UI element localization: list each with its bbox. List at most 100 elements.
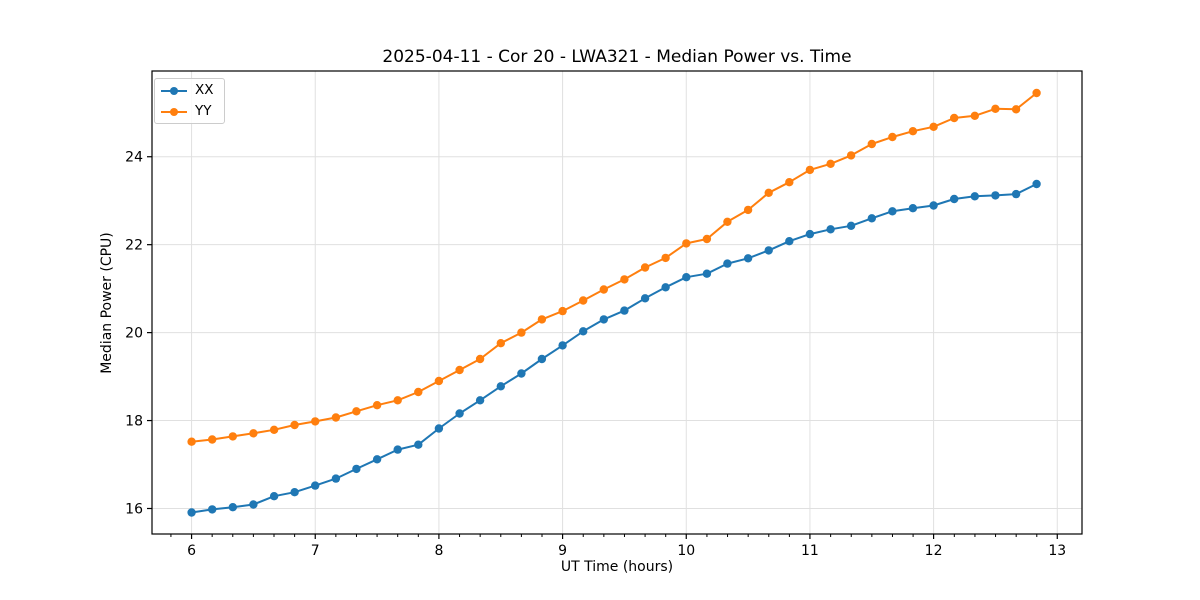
series-xx-marker — [208, 505, 217, 514]
series-xx-marker — [826, 225, 835, 234]
series-yy-marker — [1011, 105, 1021, 114]
series-yy-marker — [743, 205, 753, 215]
series-yy-marker — [764, 188, 773, 197]
series-xx-marker — [682, 273, 691, 282]
series-yy-marker — [517, 328, 526, 337]
series-yy-marker — [290, 420, 299, 430]
series-xx-marker — [187, 508, 196, 517]
series-yy-marker — [682, 239, 691, 248]
series-yy-marker — [331, 413, 341, 422]
series-yy-marker — [950, 113, 959, 123]
series-xx-marker — [579, 327, 588, 336]
series-xx-marker — [331, 474, 341, 483]
legend-label-xx: XX — [195, 82, 214, 98]
y-tick-label: 22 — [125, 238, 143, 254]
series-yy-line — [190, 92, 1038, 443]
legend: XX YY — [154, 78, 225, 124]
series-xx-marker — [661, 283, 670, 292]
y-tick-label: 16 — [125, 501, 143, 517]
series-yy-marker — [475, 354, 485, 364]
y-tick-label: 20 — [125, 326, 143, 342]
series-xx-line — [190, 183, 1038, 514]
x-tick-label: 9 — [558, 543, 567, 559]
series-yy-marker — [888, 132, 897, 142]
plot-border — [151, 70, 1083, 535]
series-yy-marker — [620, 275, 629, 284]
series-yy-marker — [805, 165, 815, 175]
series-yy-marker — [929, 122, 938, 131]
series-xx-marker — [311, 481, 320, 490]
series-yy-marker — [249, 429, 258, 438]
legend-line-marker-icon — [161, 103, 187, 120]
series-xx-marker — [393, 445, 402, 454]
series-xx-marker — [929, 201, 938, 210]
x-tick-label: 13 — [1048, 543, 1066, 559]
series-yy-marker — [785, 178, 794, 187]
series-xx-marker — [455, 409, 464, 418]
y-tick-label: 18 — [125, 414, 143, 430]
series-xx-marker — [1032, 179, 1041, 189]
series-xx-marker — [372, 455, 382, 464]
series-xx-marker — [970, 192, 979, 201]
series-xx-marker — [269, 492, 279, 501]
series-xx-marker — [764, 246, 773, 255]
series-xx-marker — [785, 237, 794, 246]
series-xx-marker — [434, 424, 444, 433]
series-yy-marker — [1032, 88, 1041, 98]
series-yy-marker — [393, 396, 402, 405]
series-xx-marker — [950, 194, 959, 204]
series-xx-marker — [908, 204, 918, 213]
x-axis-label: UT Time (hours) — [560, 559, 674, 575]
series-xx-marker — [228, 503, 237, 512]
series-xx-marker — [867, 214, 876, 223]
series-xx-marker — [743, 254, 753, 263]
series-xx-marker — [620, 306, 629, 315]
series-yy-marker — [187, 437, 196, 446]
series-xx-marker — [290, 488, 299, 497]
x-tick-label: 10 — [677, 543, 695, 559]
series-xx-marker — [991, 191, 1000, 200]
series-yy-marker — [414, 387, 423, 397]
series-yy-marker — [991, 104, 1000, 114]
legend-dot-sample — [170, 107, 178, 116]
series-yy-marker — [723, 217, 732, 226]
series-yy-marker — [599, 285, 608, 294]
series-yy-marker — [826, 159, 835, 168]
series-xx-marker — [846, 221, 856, 230]
series-yy-marker — [208, 435, 217, 444]
x-tick-label: 11 — [801, 543, 819, 559]
series-yy-marker — [352, 407, 361, 416]
series-yy-marker — [908, 127, 918, 136]
series-yy-marker — [558, 306, 567, 316]
series-xx-marker — [723, 259, 732, 268]
series-yy-marker — [867, 139, 876, 149]
x-tick-label: 7 — [311, 543, 320, 559]
series-yy-marker — [434, 376, 444, 386]
series-yy-marker — [269, 425, 279, 434]
series-xx-marker — [352, 464, 361, 474]
legend-line-marker-icon — [161, 82, 187, 99]
series-xx-marker — [558, 341, 567, 350]
series-yy-marker — [311, 417, 320, 426]
legend-entry-yy: YY — [161, 103, 214, 120]
series-xx-marker — [888, 207, 897, 216]
series-yy-marker — [579, 296, 588, 305]
series-xx-marker — [1011, 189, 1021, 199]
series-xx-marker — [805, 229, 815, 239]
legend-label-yy: YY — [195, 103, 212, 119]
series-xx-marker — [517, 369, 526, 378]
x-tick-label: 6 — [187, 543, 196, 559]
series-xx-marker — [599, 315, 608, 324]
y-tick-label: 24 — [125, 150, 143, 166]
legend-dot-sample — [170, 86, 178, 95]
series-yy-marker — [372, 401, 382, 410]
chart-title: 2025-04-11 - Cor 20 - LWA321 - Median Po… — [382, 47, 852, 67]
x-tick-label: 12 — [925, 543, 943, 559]
series-yy-marker — [537, 315, 547, 324]
series-yy-marker — [702, 234, 712, 244]
series-yy-marker — [970, 111, 979, 121]
y-axis-label: Median Power (CPU) — [99, 232, 115, 374]
series-yy-marker — [640, 263, 650, 272]
